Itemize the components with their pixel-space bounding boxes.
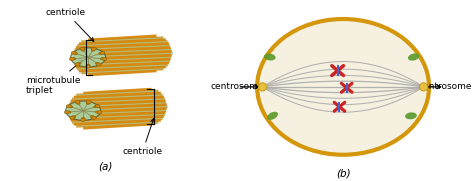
Text: centriole: centriole: [122, 119, 163, 156]
Text: centrosome: centrosome: [211, 82, 264, 91]
Text: microtubule
triplet: microtubule triplet: [26, 60, 82, 95]
Ellipse shape: [76, 102, 80, 104]
Text: centriole: centriole: [46, 8, 94, 41]
Ellipse shape: [258, 83, 266, 91]
Ellipse shape: [96, 63, 101, 66]
Ellipse shape: [67, 111, 71, 113]
Ellipse shape: [267, 112, 278, 120]
Ellipse shape: [81, 118, 86, 121]
Text: centrosome: centrosome: [418, 82, 472, 91]
Ellipse shape: [91, 47, 96, 50]
Ellipse shape: [419, 83, 428, 91]
Ellipse shape: [94, 106, 98, 108]
Ellipse shape: [91, 116, 96, 119]
Ellipse shape: [86, 64, 90, 66]
Ellipse shape: [95, 111, 99, 113]
Ellipse shape: [81, 117, 85, 120]
Ellipse shape: [257, 19, 429, 155]
Ellipse shape: [100, 51, 105, 54]
Ellipse shape: [75, 63, 80, 66]
Ellipse shape: [66, 101, 100, 120]
Ellipse shape: [91, 116, 94, 118]
Ellipse shape: [100, 58, 104, 60]
Ellipse shape: [141, 45, 172, 62]
Ellipse shape: [99, 52, 102, 55]
Ellipse shape: [86, 65, 91, 68]
Ellipse shape: [64, 111, 69, 114]
Ellipse shape: [408, 53, 419, 61]
Ellipse shape: [74, 52, 78, 55]
Text: (a): (a): [99, 162, 113, 172]
Ellipse shape: [69, 106, 73, 108]
Ellipse shape: [86, 102, 90, 104]
Ellipse shape: [136, 98, 167, 115]
Ellipse shape: [72, 116, 76, 118]
Ellipse shape: [69, 57, 74, 61]
Ellipse shape: [82, 49, 85, 51]
Ellipse shape: [405, 112, 417, 119]
Text: (b): (b): [336, 169, 350, 179]
Ellipse shape: [95, 62, 99, 65]
Ellipse shape: [97, 111, 102, 114]
Ellipse shape: [77, 62, 81, 65]
Ellipse shape: [264, 54, 276, 60]
Ellipse shape: [71, 51, 76, 54]
Ellipse shape: [71, 48, 106, 67]
Ellipse shape: [66, 105, 71, 108]
Ellipse shape: [91, 49, 95, 51]
Ellipse shape: [80, 47, 85, 50]
Ellipse shape: [102, 57, 107, 61]
Ellipse shape: [72, 58, 76, 60]
Ellipse shape: [95, 105, 100, 108]
Ellipse shape: [86, 101, 91, 104]
Ellipse shape: [75, 101, 80, 104]
Ellipse shape: [70, 116, 75, 119]
